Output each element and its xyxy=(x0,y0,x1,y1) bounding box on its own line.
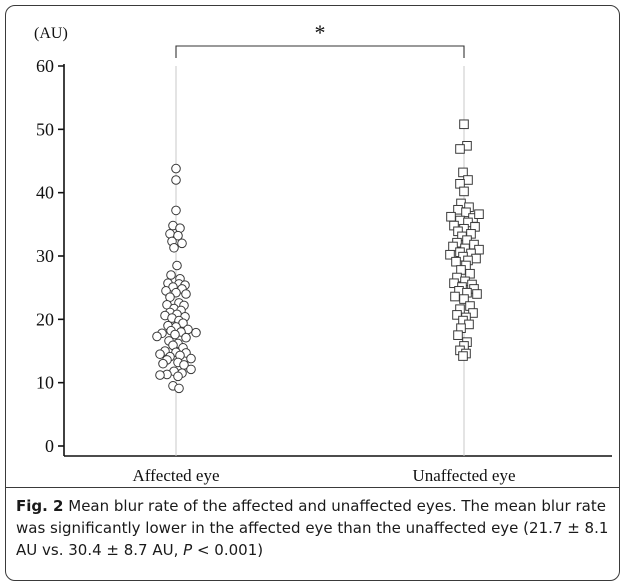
significance-asterisk: * xyxy=(315,20,326,45)
y-tick-label: 40 xyxy=(36,183,54,203)
axes xyxy=(63,64,612,457)
category-labels: Affected eye Unaffected eye xyxy=(133,466,516,485)
data-point-affected xyxy=(177,238,187,249)
p-symbol: P xyxy=(183,541,193,559)
data-point-affected xyxy=(171,205,181,216)
scatter-chart: (AU) 0 10 20 30 40 50 60 * Affected eye Unaffec… xyxy=(34,20,612,485)
x-category-label: Unaffected eye xyxy=(412,466,515,485)
y-tick-label: 0 xyxy=(45,436,54,456)
figure-panel: (AU) 0 10 20 30 40 50 60 * Affected eye Unaffec… xyxy=(5,5,620,581)
data-point-unaffected xyxy=(445,249,455,260)
data-point-unaffected xyxy=(464,319,474,330)
caption-text-end: < 0.001) xyxy=(192,541,264,559)
data-point-unaffected xyxy=(459,119,469,130)
data-point-affected xyxy=(174,383,184,394)
data-point-affected xyxy=(171,175,181,185)
caption-text: Mean blur rate of the affected and unaff… xyxy=(16,497,609,559)
data-point-affected xyxy=(155,370,165,380)
data-point-affected xyxy=(155,349,165,359)
y-tick-label: 20 xyxy=(36,309,54,329)
data-point-affected xyxy=(181,289,191,299)
data-point-affected xyxy=(186,353,196,364)
figure-caption: Fig. 2 Mean blur rate of the affected an… xyxy=(16,495,614,561)
significance-bracket-line xyxy=(175,45,465,58)
data-point-affected xyxy=(169,242,179,253)
y-tick-label: 60 xyxy=(36,56,54,76)
data-point-affected xyxy=(172,260,182,271)
data-point-unaffected xyxy=(465,268,475,279)
figure-number: Fig. 2 xyxy=(16,497,64,515)
data-point-unaffected xyxy=(455,144,465,154)
data-point-affected xyxy=(158,358,168,369)
data-point-unaffected xyxy=(459,294,469,304)
data-point-unaffected xyxy=(463,175,473,185)
data-point-unaffected xyxy=(459,186,469,197)
data-point-unaffected xyxy=(472,289,482,299)
data-point-unaffected xyxy=(474,244,484,255)
y-unit-label: (AU) xyxy=(34,25,68,42)
x-category-label: Affected eye xyxy=(133,466,220,485)
y-ticks: 0 10 20 30 40 50 60 xyxy=(36,56,64,456)
data-point-unaffected xyxy=(451,256,461,267)
data-point-affected xyxy=(191,327,201,338)
data-point-affected xyxy=(173,371,183,382)
significance-bracket: * xyxy=(175,20,465,58)
data-point-unaffected xyxy=(450,291,460,302)
data-point-unaffected xyxy=(458,351,468,361)
category-guides xyxy=(175,66,465,456)
data-point-unaffected xyxy=(474,209,484,219)
caption-divider xyxy=(6,487,619,488)
data-points xyxy=(152,119,484,394)
y-tick-label: 50 xyxy=(36,119,54,139)
data-point-affected xyxy=(170,329,180,340)
data-point-unaffected xyxy=(471,253,481,264)
data-point-affected xyxy=(186,364,196,375)
data-point-affected xyxy=(173,230,183,241)
data-point-unaffected xyxy=(458,167,468,178)
data-point-unaffected xyxy=(453,330,463,340)
data-point-unaffected xyxy=(461,207,471,218)
data-point-affected xyxy=(181,332,191,343)
data-point-unaffected xyxy=(446,211,456,222)
y-tick-label: 10 xyxy=(36,373,54,393)
data-point-affected xyxy=(152,331,162,342)
y-tick-label: 30 xyxy=(36,246,54,266)
data-point-affected xyxy=(166,270,176,280)
data-point-affected xyxy=(171,163,181,174)
